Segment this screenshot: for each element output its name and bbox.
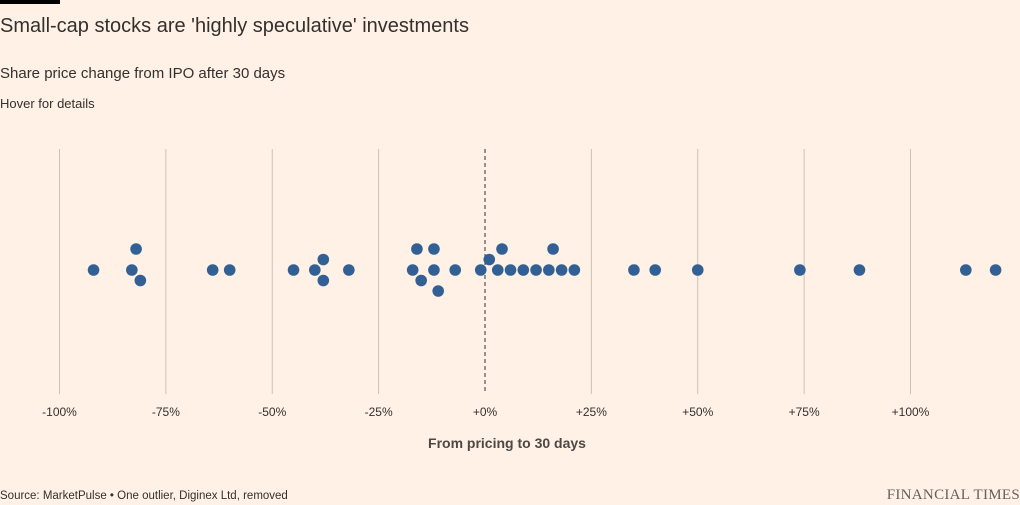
data-point[interactable] xyxy=(517,264,530,276)
data-point[interactable] xyxy=(543,264,555,276)
data-point[interactable] xyxy=(555,264,568,276)
beeswarm-chart: -100% -75% -50% -25% +0% +25% +50% +75% +100% Fr… xyxy=(42,149,1002,451)
data-point[interactable] xyxy=(428,264,440,276)
data-point[interactable] xyxy=(483,253,496,266)
data-point[interactable] xyxy=(794,264,806,276)
data-point[interactable] xyxy=(691,264,704,276)
data-point[interactable] xyxy=(343,264,355,276)
data-point[interactable] xyxy=(853,264,866,276)
ft-logo: FINANCIAL TIMES xyxy=(886,487,1020,503)
data-point[interactable] xyxy=(317,253,330,266)
data-point[interactable] xyxy=(415,274,427,287)
data-point[interactable] xyxy=(134,274,147,287)
data-point[interactable] xyxy=(223,264,236,276)
data-point[interactable] xyxy=(568,264,581,276)
data-point[interactable] xyxy=(989,264,1002,276)
data-point[interactable] xyxy=(491,264,504,276)
data-point[interactable] xyxy=(206,264,219,276)
data-point[interactable] xyxy=(130,243,142,255)
x-tick-label: +0% xyxy=(473,405,498,419)
x-tick-label: -100% xyxy=(42,405,77,419)
data-point[interactable] xyxy=(530,264,542,276)
hover-note: Hover for details xyxy=(0,96,95,111)
data-point[interactable] xyxy=(547,243,559,255)
source-note: Source: MarketPulse • One outlier, Digin… xyxy=(0,490,288,502)
data-point[interactable] xyxy=(628,264,640,276)
data-point[interactable] xyxy=(504,264,517,276)
data-point[interactable] xyxy=(406,264,419,276)
data-point[interactable] xyxy=(428,243,440,255)
data-point[interactable] xyxy=(87,264,100,276)
data-points xyxy=(87,243,1002,297)
x-tick-label: +100% xyxy=(892,405,930,419)
x-tick-label: -25% xyxy=(365,405,393,419)
data-point[interactable] xyxy=(496,243,508,255)
chart-title: Small-cap stocks are 'highly speculative… xyxy=(0,15,469,37)
data-point[interactable] xyxy=(449,264,462,276)
x-tick-label: +50% xyxy=(682,405,713,419)
x-tick-label: +75% xyxy=(789,405,820,419)
data-point[interactable] xyxy=(649,264,661,276)
data-point[interactable] xyxy=(960,264,972,276)
data-point[interactable] xyxy=(126,264,138,276)
x-axis-label: From pricing to 30 days xyxy=(428,435,586,451)
data-point[interactable] xyxy=(474,264,487,276)
x-tick-label: -75% xyxy=(152,405,180,419)
data-point[interactable] xyxy=(309,264,321,276)
chart-subtitle: Share price change from IPO after 30 day… xyxy=(0,65,286,82)
x-tick-label: +25% xyxy=(576,405,607,419)
data-point[interactable] xyxy=(411,243,423,255)
x-tick-labels: -100% -75% -50% -25% +0% +25% +50% +75% +100% xyxy=(42,405,930,419)
data-point[interactable] xyxy=(287,264,300,276)
data-point[interactable] xyxy=(432,285,444,297)
x-tick-label: -50% xyxy=(258,405,286,419)
brand-bar xyxy=(0,0,60,4)
data-point[interactable] xyxy=(317,274,330,287)
